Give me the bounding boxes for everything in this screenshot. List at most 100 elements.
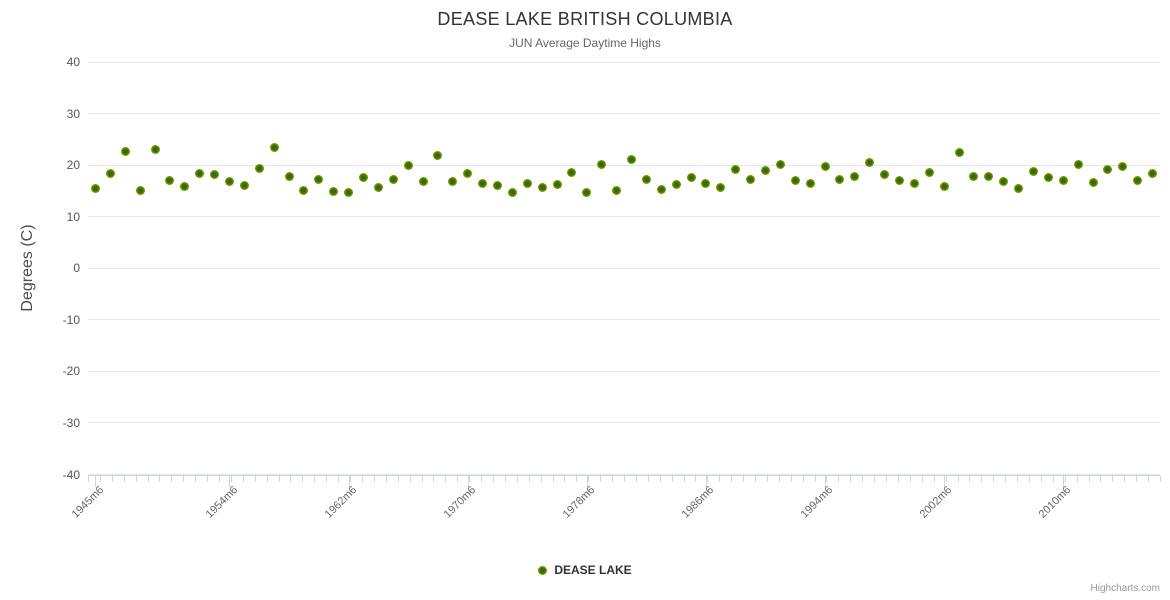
data-point[interactable] <box>746 174 756 184</box>
x-axis-tick <box>897 475 899 482</box>
y-axis-tick-label: 30 <box>66 106 80 121</box>
x-axis-major-tick <box>586 475 588 487</box>
legend-item-dease-lake[interactable]: DEASE LAKE <box>538 563 632 577</box>
data-point[interactable] <box>790 176 800 186</box>
data-point[interactable] <box>329 186 339 196</box>
x-axis-tick <box>612 475 614 482</box>
data-point[interactable] <box>865 157 875 167</box>
data-point[interactable] <box>373 183 383 192</box>
data-point[interactable] <box>403 160 413 170</box>
data-point[interactable] <box>1073 159 1083 169</box>
x-axis-tick <box>909 475 911 482</box>
data-point[interactable] <box>567 168 577 178</box>
data-point[interactable] <box>731 165 741 175</box>
data-point[interactable] <box>507 187 517 197</box>
data-point[interactable] <box>820 162 830 172</box>
x-axis-tick <box>361 475 363 482</box>
data-point[interactable] <box>344 187 354 197</box>
x-axis-tick-label: 1978m6 <box>560 483 598 521</box>
data-point[interactable] <box>716 183 726 192</box>
x-axis-major-tick <box>229 475 231 487</box>
x-axis-tick <box>814 475 816 482</box>
data-point[interactable] <box>418 177 428 187</box>
data-point[interactable] <box>656 185 666 195</box>
data-point[interactable] <box>775 160 785 170</box>
data-point[interactable] <box>641 174 651 184</box>
data-point[interactable] <box>1133 175 1143 185</box>
data-point[interactable] <box>90 184 100 194</box>
data-point[interactable] <box>880 170 890 180</box>
data-point[interactable] <box>254 163 264 173</box>
data-point[interactable] <box>478 178 488 188</box>
data-point[interactable] <box>299 186 309 196</box>
data-point[interactable] <box>492 181 502 191</box>
x-axis-tick <box>373 475 375 482</box>
data-point[interactable] <box>224 177 234 187</box>
x-axis-tick <box>731 475 733 482</box>
data-point[interactable] <box>105 168 115 178</box>
x-axis-tick <box>147 475 149 482</box>
data-point[interactable] <box>686 173 696 183</box>
data-point[interactable] <box>388 174 398 184</box>
data-point[interactable] <box>195 168 205 178</box>
data-point[interactable] <box>924 168 934 178</box>
data-point[interactable] <box>180 181 190 191</box>
data-point[interactable] <box>597 160 607 170</box>
data-point[interactable] <box>1103 165 1113 175</box>
data-point[interactable] <box>969 171 979 181</box>
data-point[interactable] <box>314 174 324 184</box>
x-axis-major-tick <box>95 475 97 487</box>
data-point[interactable] <box>612 185 622 195</box>
data-point[interactable] <box>984 171 994 181</box>
y-axis-tick-label: 10 <box>66 209 80 224</box>
data-point[interactable] <box>269 143 279 153</box>
x-axis-tick <box>397 475 399 482</box>
data-point[interactable] <box>1088 178 1098 188</box>
y-gridline <box>88 113 1160 115</box>
data-point[interactable] <box>909 179 919 189</box>
data-point[interactable] <box>850 172 860 182</box>
data-point[interactable] <box>552 180 562 190</box>
data-point[interactable] <box>1058 175 1068 185</box>
data-point[interactable] <box>835 174 845 184</box>
data-point[interactable] <box>701 179 711 189</box>
data-point[interactable] <box>1118 162 1128 172</box>
x-axis-tick <box>254 475 256 482</box>
data-point[interactable] <box>1028 167 1038 177</box>
data-point[interactable] <box>135 185 145 195</box>
x-axis-tick-label: 1994m6 <box>798 483 836 521</box>
data-point[interactable] <box>210 170 220 180</box>
data-point[interactable] <box>626 154 636 164</box>
data-point[interactable] <box>165 175 175 185</box>
data-point[interactable] <box>894 175 904 185</box>
data-point[interactable] <box>1014 183 1024 193</box>
data-point[interactable] <box>284 171 294 181</box>
data-point[interactable] <box>954 148 964 158</box>
data-point[interactable] <box>463 169 473 179</box>
x-axis-tick <box>1136 475 1138 482</box>
data-point[interactable] <box>1148 169 1158 179</box>
data-point[interactable] <box>448 177 458 187</box>
y-axis-tick-label: -30 <box>62 415 80 430</box>
x-axis-tick-label: 2010m6 <box>1037 483 1074 521</box>
x-axis-tick <box>1124 475 1126 482</box>
data-point[interactable] <box>760 166 770 175</box>
data-point[interactable] <box>120 146 130 156</box>
data-point[interactable] <box>999 177 1009 187</box>
data-point[interactable] <box>433 150 443 160</box>
data-point[interactable] <box>805 179 815 189</box>
data-point[interactable] <box>537 183 547 192</box>
data-point[interactable] <box>939 181 949 191</box>
y-gridline <box>88 319 1160 321</box>
data-point[interactable] <box>358 173 368 183</box>
data-point[interactable] <box>582 188 592 198</box>
data-point[interactable] <box>150 144 160 154</box>
data-point[interactable] <box>522 179 532 189</box>
x-axis-tick <box>159 475 161 482</box>
highcharts-credits-link[interactable]: Highcharts.com <box>1090 583 1160 594</box>
data-point[interactable] <box>239 181 249 191</box>
data-point[interactable] <box>1043 173 1053 183</box>
x-axis-tick <box>1088 475 1090 482</box>
data-point[interactable] <box>671 179 681 189</box>
